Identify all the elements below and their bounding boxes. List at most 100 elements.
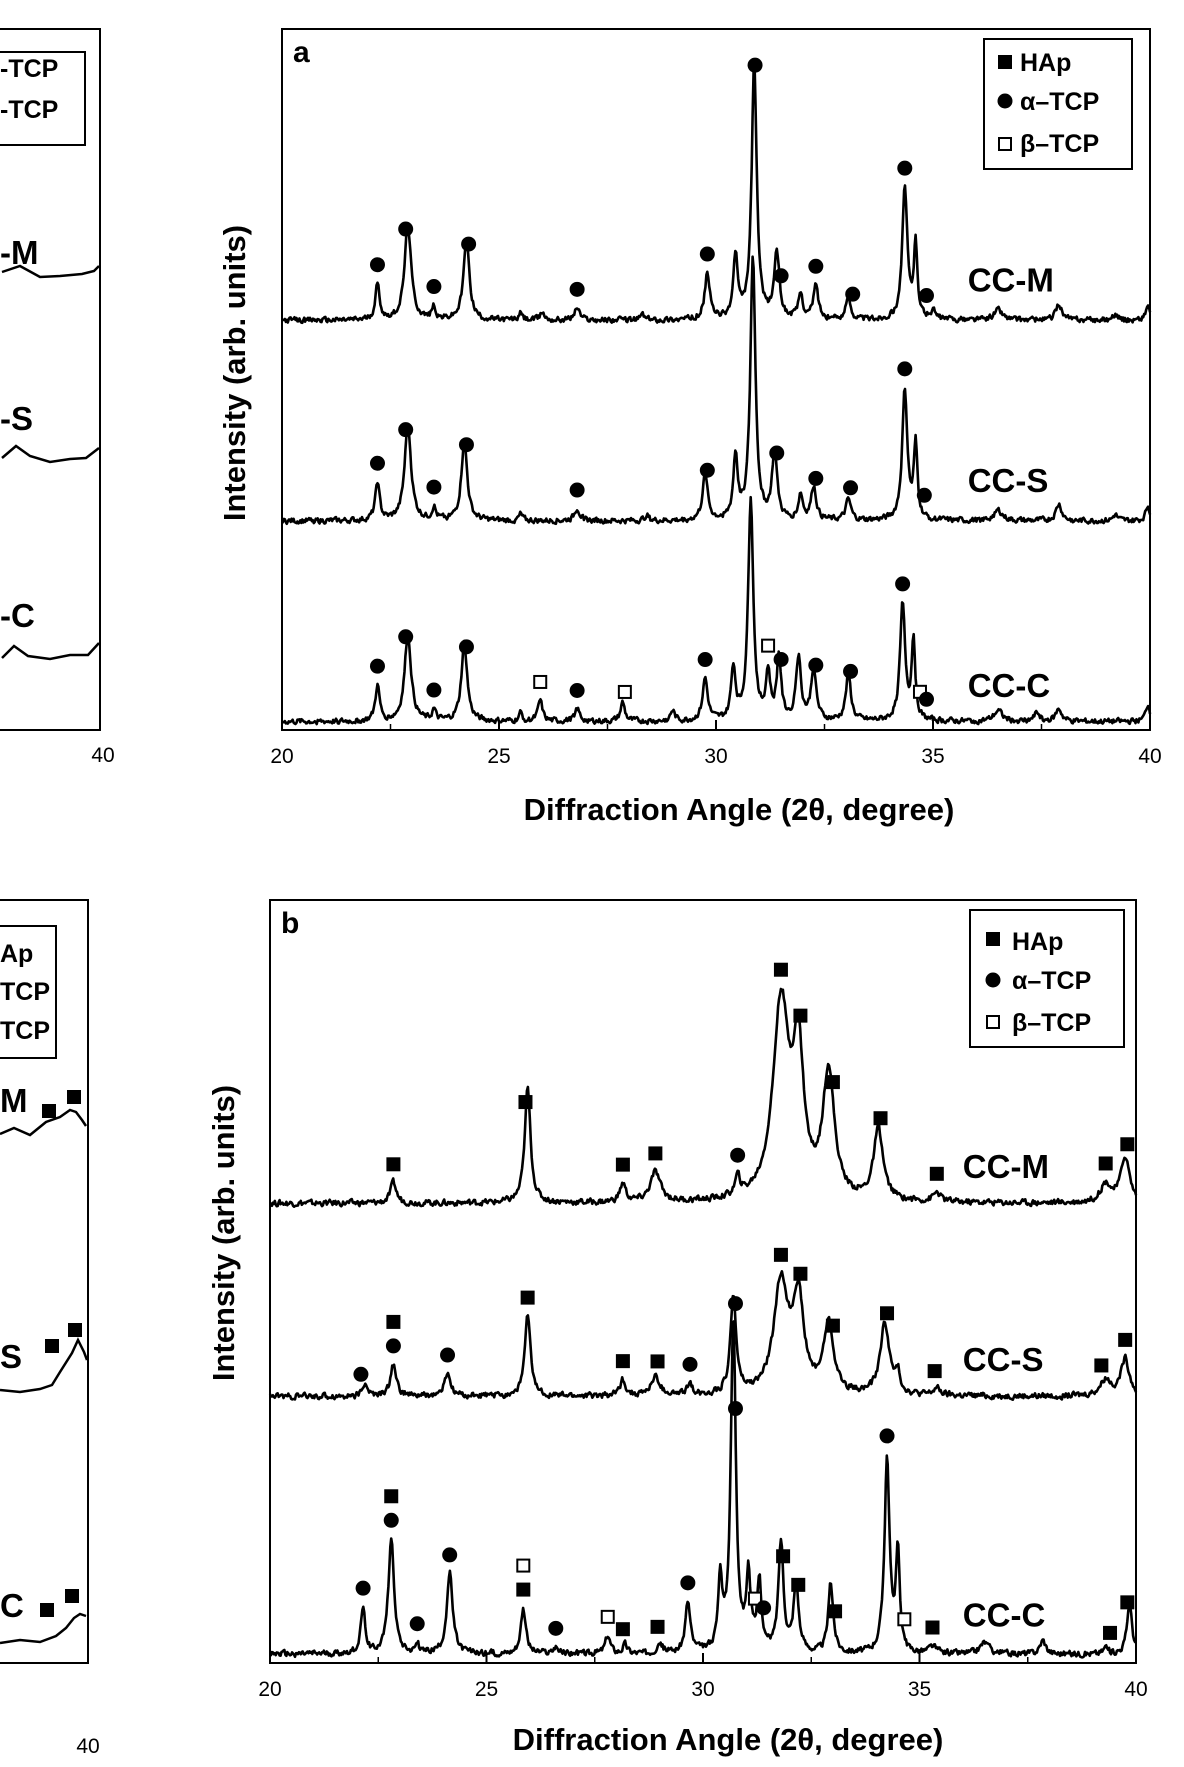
hap-marker <box>828 1604 843 1619</box>
x-tick-label: 35 <box>908 1678 931 1701</box>
left-a-trace-fragment <box>1 264 100 279</box>
hap-marker <box>880 1306 895 1321</box>
alpha-legend-marker <box>997 93 1013 109</box>
left-b-trace-label-fragment: S <box>0 1338 22 1375</box>
x-tick-label: 30 <box>691 1678 714 1701</box>
beta-legend-marker <box>986 1015 1000 1029</box>
alpha-tcp-marker <box>773 651 789 667</box>
alpha-tcp-marker <box>697 652 713 668</box>
alpha-tcp-marker <box>569 683 585 699</box>
hap-marker <box>791 1577 806 1592</box>
series-label: CC-S <box>963 1341 1044 1378</box>
x-tick-label: 25 <box>475 1678 498 1701</box>
alpha-tcp-marker <box>569 281 585 297</box>
left-a-legend-fragment: -TCP <box>0 96 58 124</box>
series-label: CC-M <box>963 1148 1049 1185</box>
hap-marker <box>873 1111 888 1126</box>
legend-label-beta: β–TCP <box>1012 1009 1091 1037</box>
x-tick-label: 35 <box>921 745 944 768</box>
alpha-tcp-marker <box>699 462 715 478</box>
left-partial-panel-a: 40 -TCP -TCP -M -S -C <box>0 28 115 767</box>
alpha-tcp-marker <box>369 658 385 674</box>
left-b-legend-fragment: TCP <box>0 1017 50 1045</box>
beta-tcp-marker <box>617 684 632 699</box>
left-b-hap-marker <box>65 1589 79 1603</box>
hap-marker <box>773 962 788 977</box>
legend-label-beta: β–TCP <box>1020 130 1099 158</box>
series-line <box>269 1320 1137 1659</box>
x-tick-label: 40 <box>1138 745 1161 768</box>
hap-marker <box>615 1354 630 1369</box>
beta-legend-marker <box>998 137 1012 151</box>
hap-marker <box>925 1620 940 1635</box>
alpha-tcp-marker <box>426 279 442 295</box>
x-axis-title: Diffraction Angle (2θ, degree) <box>524 792 955 827</box>
hap-legend-marker <box>986 932 1000 946</box>
alpha-tcp-marker <box>680 1575 696 1591</box>
left-b-trace-label-fragment: M <box>0 1082 28 1119</box>
hap-marker <box>518 1095 533 1110</box>
alpha-tcp-marker <box>353 1366 369 1382</box>
hap-marker <box>520 1290 535 1305</box>
left-a-trace-label-fragment: -S <box>0 400 33 437</box>
alpha-tcp-marker <box>727 1296 743 1312</box>
left-a-x-tick-label: 40 <box>91 744 114 767</box>
left-a-trace-fragment <box>1 642 100 661</box>
panel-label: a <box>293 36 310 69</box>
hap-marker <box>384 1489 399 1504</box>
alpha-tcp-marker <box>398 422 414 438</box>
hap-marker <box>825 1075 840 1090</box>
alpha-tcp-marker <box>458 437 474 453</box>
hap-marker <box>615 1622 630 1637</box>
alpha-tcp-marker <box>369 455 385 471</box>
alpha-tcp-marker <box>727 1401 743 1417</box>
left-b-frame-edge <box>0 899 89 1664</box>
alpha-tcp-marker <box>808 258 824 274</box>
legend: HAp α–TCP β–TCP <box>983 38 1133 170</box>
alpha-tcp-marker <box>355 1580 371 1596</box>
hap-marker <box>793 1266 808 1281</box>
x-tick-label: 40 <box>1124 1678 1147 1701</box>
legend-label-alpha: α–TCP <box>1020 88 1099 116</box>
panel-label: b <box>281 907 299 940</box>
legend: HAp α–TCP β–TCP <box>969 909 1125 1048</box>
alpha-tcp-marker <box>426 479 442 495</box>
left-a-trace-label-fragment: -C <box>0 597 35 634</box>
alpha-tcp-marker <box>773 268 789 284</box>
y-axis-title: Intensity (arb. units) <box>217 225 252 521</box>
beta-tcp-marker <box>761 638 776 653</box>
x-tick-label: 25 <box>487 745 510 768</box>
series-label: CC-M <box>968 261 1054 298</box>
hap-marker <box>1098 1156 1113 1171</box>
hap-marker <box>825 1318 840 1333</box>
left-partial-panel-b: 40 Ap TCP TCP M S C <box>0 899 100 1758</box>
hap-marker <box>516 1582 531 1597</box>
hap-marker <box>386 1314 401 1329</box>
x-tick-label: 20 <box>270 745 293 768</box>
left-a-frame-edge <box>0 28 101 731</box>
alpha-tcp-marker <box>730 1147 746 1163</box>
legend-label-hap: HAp <box>1012 928 1063 956</box>
alpha-tcp-marker <box>442 1547 458 1563</box>
left-a-legend-box-edge <box>0 51 86 146</box>
hap-marker <box>615 1157 630 1172</box>
panel-a: Intensity (arb. units) Diffraction Angle… <box>217 28 1162 827</box>
alpha-tcp-marker <box>879 1428 895 1444</box>
alpha-tcp-marker <box>409 1616 425 1632</box>
alpha-tcp-marker <box>385 1338 401 1354</box>
alpha-tcp-marker <box>458 639 474 655</box>
series-line <box>268 1270 1138 1401</box>
alpha-tcp-marker <box>461 236 477 252</box>
alpha-tcp-marker <box>897 361 913 377</box>
left-b-legend-fragment: TCP <box>0 978 50 1006</box>
alpha-tcp-marker <box>808 470 824 486</box>
series-label: CC-C <box>968 667 1050 704</box>
alpha-tcp-marker <box>843 480 859 496</box>
y-axis-title: Intensity (arb. units) <box>206 1085 241 1381</box>
hap-marker <box>386 1157 401 1172</box>
legend-label-alpha: α–TCP <box>1012 967 1091 995</box>
left-b-hap-marker <box>40 1603 54 1617</box>
left-b-hap-marker <box>68 1323 82 1337</box>
